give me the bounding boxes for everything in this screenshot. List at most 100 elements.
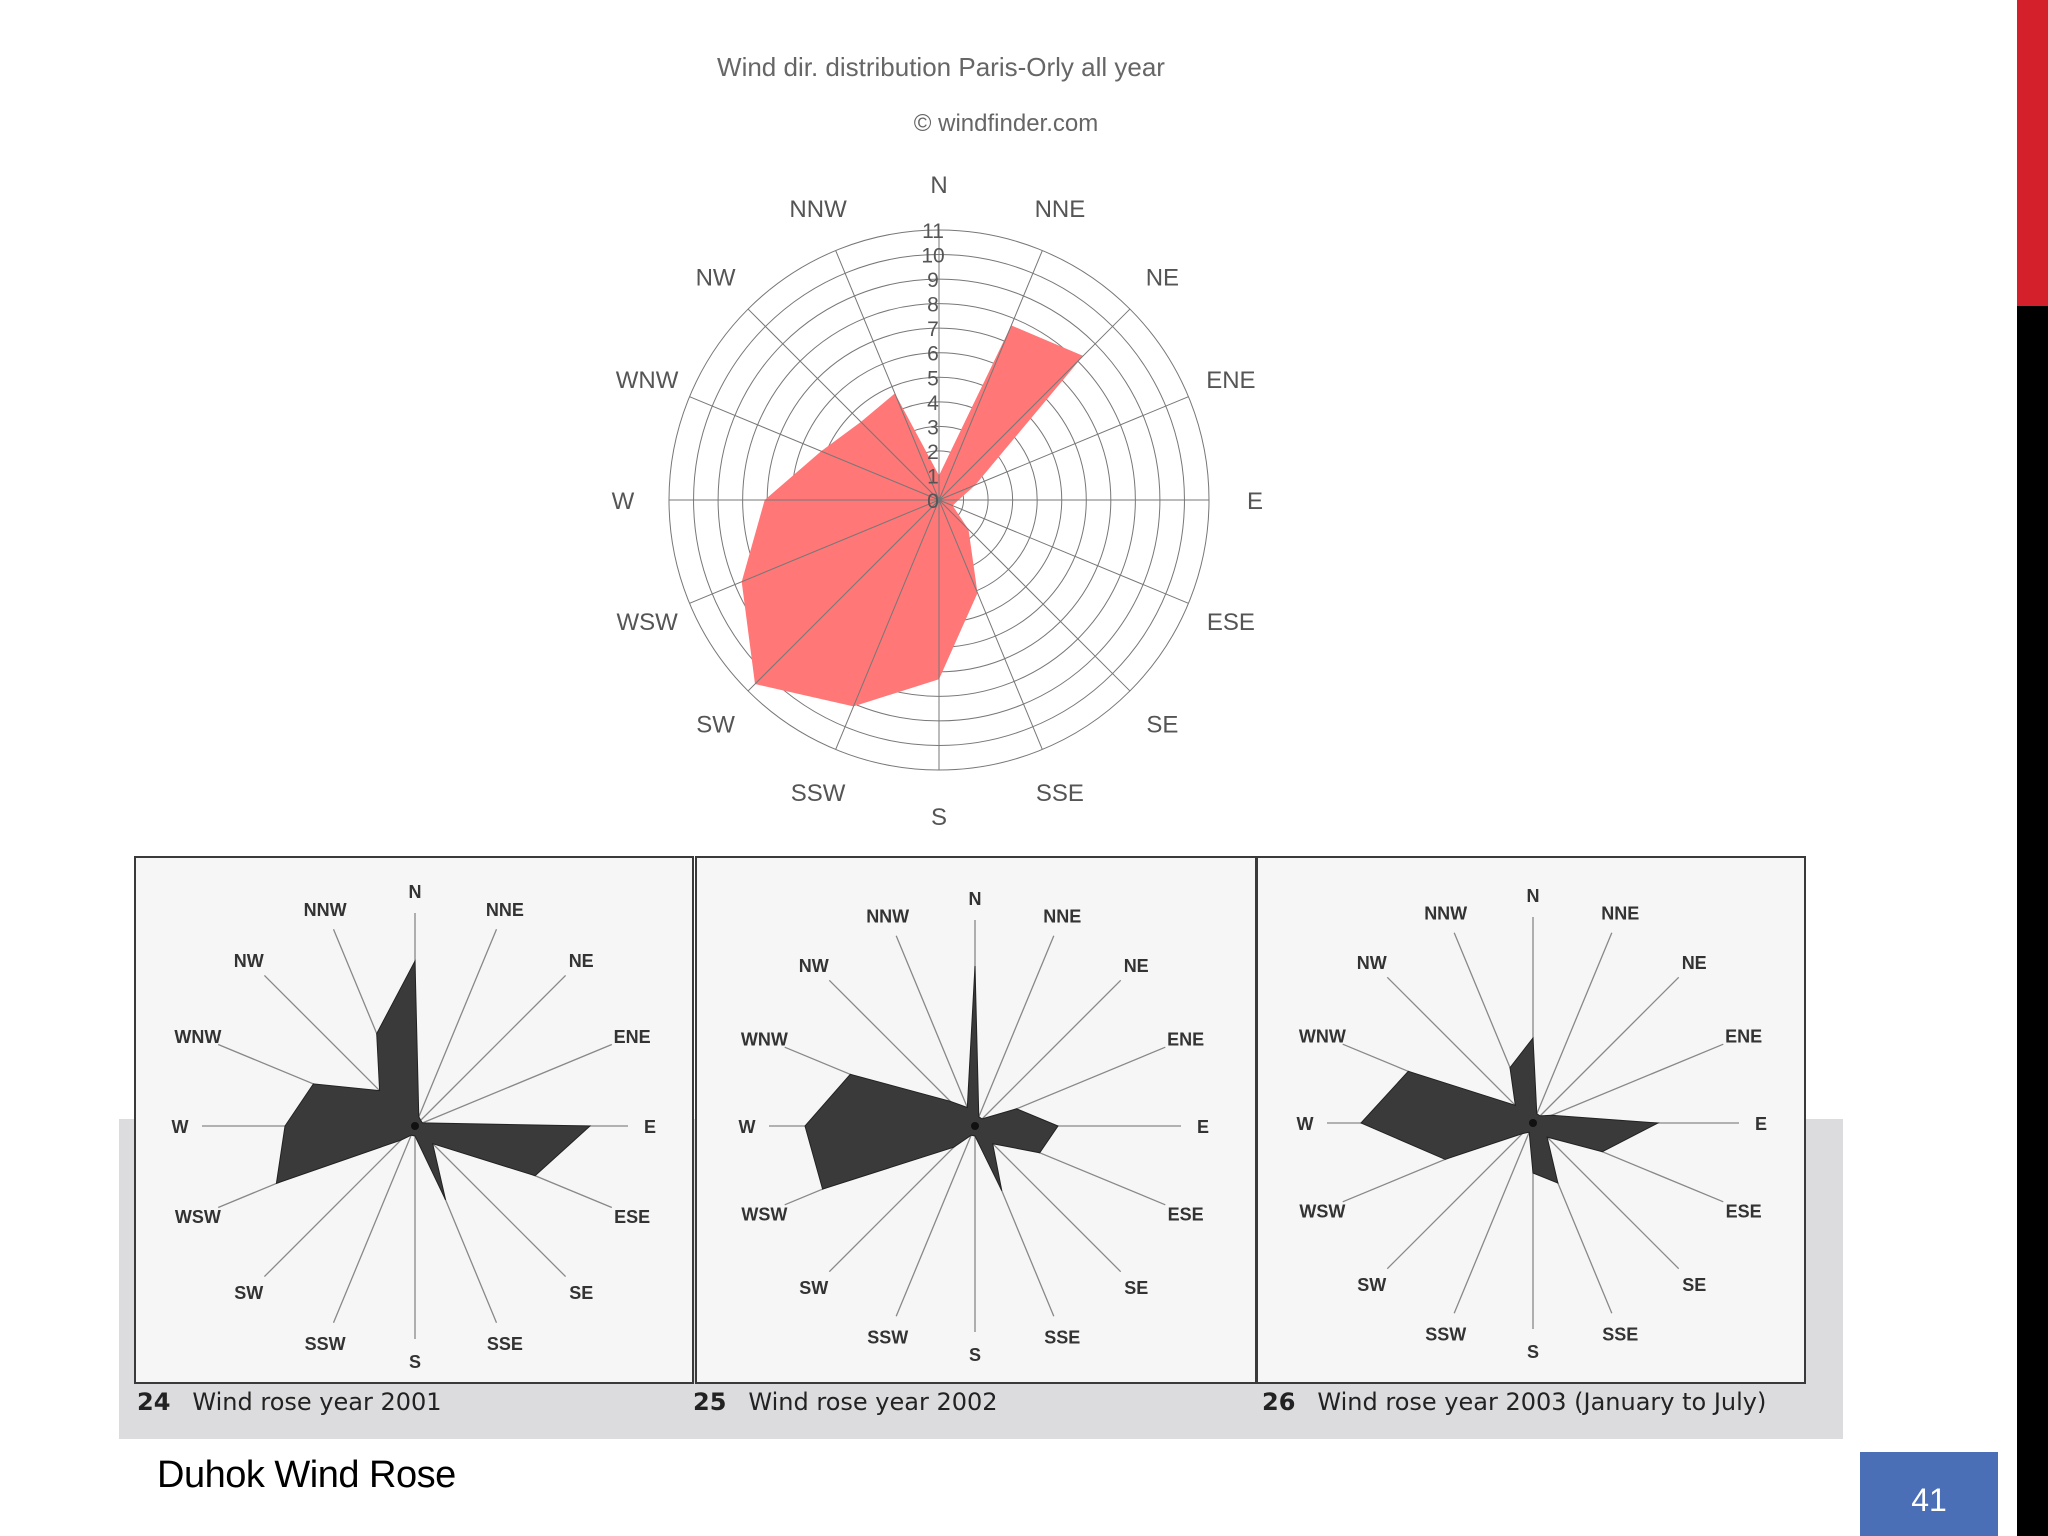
wind-distribution-area (741, 325, 1084, 707)
direction-label-wnw: WNW (174, 1027, 221, 1047)
spoke-sw (1386, 1122, 1534, 1270)
spoke-ssw (1453, 1122, 1534, 1314)
direction-label-ene: ENE (1725, 1027, 1762, 1047)
spoke-se (414, 1125, 567, 1278)
spoke-nne (414, 928, 498, 1127)
direction-label-se: SE (1682, 1275, 1706, 1295)
direction-label-sse: SSE (487, 1334, 523, 1354)
direction-label-sse: SSE (1036, 780, 1084, 807)
spoke-se (974, 1125, 1122, 1273)
direction-label-ssw: SSW (791, 780, 846, 807)
spoke-nne (938, 250, 1043, 501)
direction-label-ne: NE (1146, 265, 1179, 292)
spoke-sw (263, 1125, 416, 1278)
caption-text: Wind rose year 2002 (748, 1388, 998, 1416)
spoke-ene (938, 396, 1189, 501)
caption-2003: 26 Wind rose year 2003 (January to July) (1262, 1388, 1766, 1416)
radial-tick-label: 3 (927, 416, 939, 439)
direction-label-w: W (172, 1117, 189, 1137)
caption-2001: 24 Wind rose year 2001 (137, 1388, 442, 1416)
wind-frequency-area (804, 965, 1059, 1191)
spoke-ssw (835, 499, 940, 750)
direction-label-sw: SW (1357, 1275, 1386, 1295)
spoke-nnw (835, 250, 940, 501)
page-number: 41 (1911, 1482, 1947, 1518)
caption-number: 25 (693, 1388, 727, 1416)
spoke-nw (1386, 976, 1534, 1124)
direction-label-nnw: NNW (866, 906, 909, 926)
direction-label-e: E (1755, 1114, 1767, 1134)
slide-title: Duhok Wind Rose (157, 1454, 456, 1496)
direction-label-wsw: WSW (741, 1204, 787, 1224)
direction-label-se: SE (1146, 711, 1178, 738)
direction-label-ese: ESE (1726, 1201, 1762, 1221)
direction-label-ssw: SSW (305, 1334, 346, 1354)
rose-center (1529, 1119, 1537, 1127)
direction-label-wsw: WSW (175, 1207, 221, 1227)
direction-label-ne: NE (1682, 953, 1707, 973)
direction-label-sw: SW (696, 711, 735, 738)
wind-rose-panel-2001: N NNE NE ENE E ESE SE SSE S SSW SW WSW W WNW NW NNW (134, 856, 694, 1384)
radial-tick-label: 0 (927, 490, 939, 513)
direction-label-se: SE (569, 1283, 593, 1303)
chart-subtitle: © windfinder.com (914, 110, 1098, 137)
direction-label-ese: ESE (1207, 609, 1255, 636)
spoke-se (938, 499, 1131, 692)
direction-label-nnw: NNW (1424, 903, 1467, 923)
wind-rose-panel-2002: N NNE NE ENE E ESE SE SSE S SSW SW WSW W WNW NW NNW (695, 856, 1257, 1384)
direction-label-w: W (612, 488, 635, 515)
direction-label-wsw: WSW (616, 609, 678, 636)
caption-text: Wind rose year 2003 (January to July) (1317, 1388, 1767, 1416)
spoke-nnw (895, 935, 976, 1127)
direction-label-e: E (1247, 488, 1263, 515)
direction-label-wnw: WNW (1299, 1027, 1346, 1047)
direction-label-nne: NNE (486, 900, 524, 920)
direction-label-nw: NW (1357, 953, 1387, 973)
direction-label-n: N (969, 889, 982, 909)
radial-tick-label: 11 (922, 220, 944, 243)
spoke-sw (828, 1125, 976, 1273)
spoke-ne (938, 308, 1131, 501)
radial-tick-label: 4 (927, 392, 939, 415)
chart-title: Wind dir. distribution Paris-Orly all ye… (717, 52, 1165, 82)
direction-label-s: S (1527, 1342, 1539, 1362)
direction-label-wnw: WNW (616, 367, 679, 394)
direction-label-nw: NW (234, 951, 264, 971)
direction-label-se: SE (1124, 1278, 1148, 1298)
spoke-nne (1532, 932, 1613, 1124)
spoke-nw (747, 308, 940, 501)
direction-label-nw: NW (799, 956, 829, 976)
spoke-ne (974, 979, 1122, 1127)
direction-label-ne: NE (1124, 956, 1149, 976)
direction-label-e: E (644, 1117, 656, 1137)
spoke-ene (414, 1043, 613, 1127)
spoke-nne (974, 935, 1055, 1127)
rose-center (411, 1122, 419, 1130)
direction-label-nnw: NNW (304, 900, 347, 920)
spoke-ese (938, 499, 1189, 604)
page-number-box: 41 (1860, 1452, 1998, 1536)
direction-label-nw: NW (696, 265, 736, 292)
direction-label-sse: SSE (1044, 1328, 1080, 1348)
direction-label-sse: SSE (1602, 1325, 1638, 1345)
spoke-ssw (895, 1125, 976, 1317)
radial-tick-label: 10 (921, 245, 944, 268)
spoke-ene (1532, 1043, 1724, 1124)
direction-label-ssw: SSW (867, 1328, 908, 1348)
paris-orly-wind-rose: Wind dir. distribution Paris-Orly all ye… (612, 52, 1263, 831)
direction-label-s: S (969, 1345, 981, 1365)
direction-label-sw: SW (234, 1283, 263, 1303)
direction-label-ene: ENE (1206, 367, 1255, 394)
direction-label-sw: SW (799, 1278, 828, 1298)
direction-label-ene: ENE (1167, 1030, 1204, 1050)
direction-label-w: W (1297, 1114, 1314, 1134)
direction-label-ese: ESE (1168, 1204, 1204, 1224)
spoke-sse (938, 499, 1043, 750)
spoke-ne (414, 974, 567, 1127)
direction-label-nnw: NNW (789, 196, 847, 223)
radial-tick-label: 6 (927, 343, 939, 366)
accent-bar-black (2017, 306, 2048, 1536)
direction-label-n: N (1527, 886, 1540, 906)
direction-label-s: S (409, 1352, 421, 1372)
direction-label-ene: ENE (614, 1027, 651, 1047)
